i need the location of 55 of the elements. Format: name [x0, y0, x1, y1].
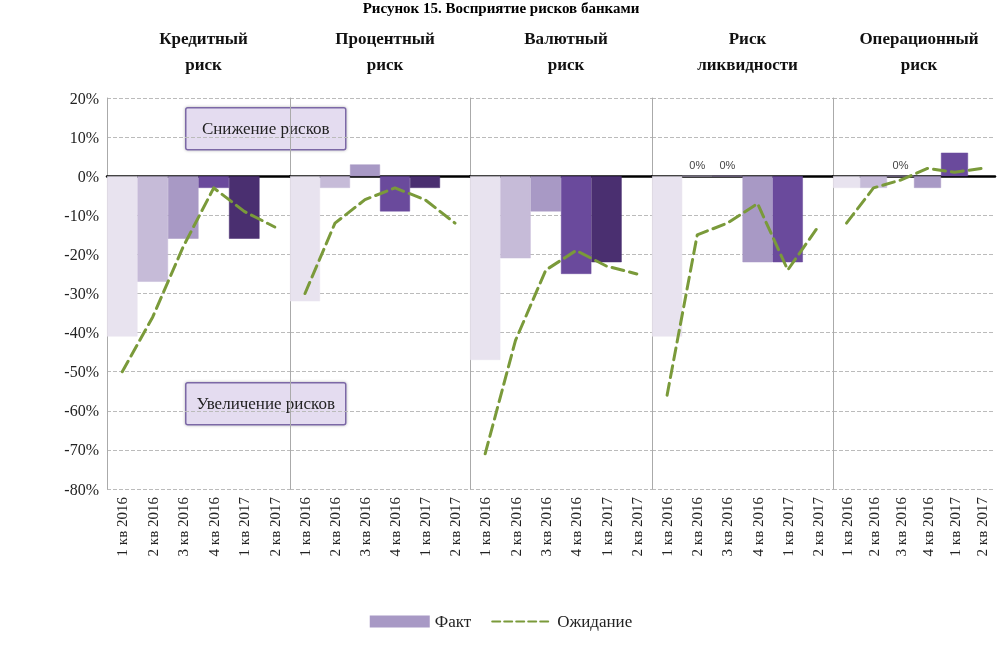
- line-series: [120, 186, 277, 374]
- x-tick-label: 1 кв 2017: [598, 496, 615, 557]
- chart-title: Риск ликвидности: [697, 28, 799, 74]
- y-tick-label: 20%: [69, 89, 99, 107]
- x-tick-label: 2 кв 2016: [144, 496, 161, 557]
- legend-label: Факт: [434, 612, 472, 631]
- x-tick-label: 1 кв 2016: [477, 496, 494, 557]
- data-label: 0%: [689, 159, 706, 172]
- x-tick-label: 2 кв 2016: [865, 496, 882, 557]
- x-tick-label: 1 кв 2017: [946, 496, 963, 557]
- x-tick-label: 1 кв 2016: [659, 496, 676, 557]
- x-tick-label: 3 кв 2016: [892, 496, 909, 557]
- x-tick-label: 2 кв 2017: [266, 496, 283, 557]
- x-tick-label: 4 кв 2016: [568, 496, 585, 557]
- data-label: 0%: [892, 159, 909, 172]
- y-tick-label: -20%: [64, 245, 99, 263]
- y-tick-label: -80%: [64, 480, 99, 498]
- y-tick-label: -40%: [64, 324, 99, 342]
- x-tick-label: 2 кв 2017: [628, 496, 645, 557]
- y-tick-label: -60%: [64, 402, 99, 420]
- x-tick-label: 1 кв 2016: [838, 496, 855, 557]
- data-label: 0%: [719, 159, 736, 172]
- chart-title: Операционный риск: [859, 28, 979, 74]
- x-tick-label: 2 кв 2016: [327, 496, 343, 557]
- x-tick-label: 2 кв 2017: [973, 496, 990, 557]
- x-tick-label: 4 кв 2016: [387, 496, 403, 557]
- x-tick-label: 4 кв 2016: [919, 496, 936, 557]
- y-tick-label: 10%: [69, 128, 99, 146]
- text: Рисунок 15. Восприятие рисков банками: [362, 0, 640, 16]
- x-tick-label: 2 кв 2016: [507, 496, 524, 557]
- x-tick-label: 1 кв 2016: [297, 496, 313, 557]
- x-tick-label: 4 кв 2016: [749, 496, 766, 557]
- x-tick-label: 3 кв 2016: [719, 496, 736, 557]
- x-tick-label: 1 кв 2017: [236, 496, 253, 557]
- x-tick-label: 3 кв 2016: [537, 496, 554, 557]
- y-tick-label: 0%: [77, 167, 99, 185]
- x-tick-label: 3 кв 2016: [175, 496, 192, 557]
- y-tick-label: -50%: [64, 363, 99, 381]
- y-tick-label: -10%: [64, 206, 99, 224]
- annotation: Снижение рисков: [201, 119, 330, 139]
- x-tick-label: 1 кв 2017: [417, 496, 433, 557]
- x-tick-label: 4 кв 2016: [205, 496, 222, 557]
- x-tick-label: 2 кв 2017: [447, 496, 463, 557]
- chart-title: Процентный риск: [335, 28, 435, 74]
- x-tick-label: 2 кв 2017: [809, 496, 826, 557]
- x-tick-label: 3 кв 2016: [357, 496, 373, 557]
- legend-label: Ожидание: [557, 612, 633, 631]
- y-tick-label: -30%: [64, 285, 99, 302]
- x-tick-label: 2 кв 2016: [689, 496, 706, 557]
- chart-title: Кредитный риск: [159, 28, 249, 74]
- annotation: Увеличение рисков: [196, 394, 335, 414]
- y-tick-label: -70%: [64, 441, 99, 459]
- x-tick-label: 1 кв 2017: [779, 496, 796, 557]
- chart-title: Валютный риск: [524, 28, 608, 74]
- x-tick-label: 1 кв 2016: [114, 496, 131, 557]
